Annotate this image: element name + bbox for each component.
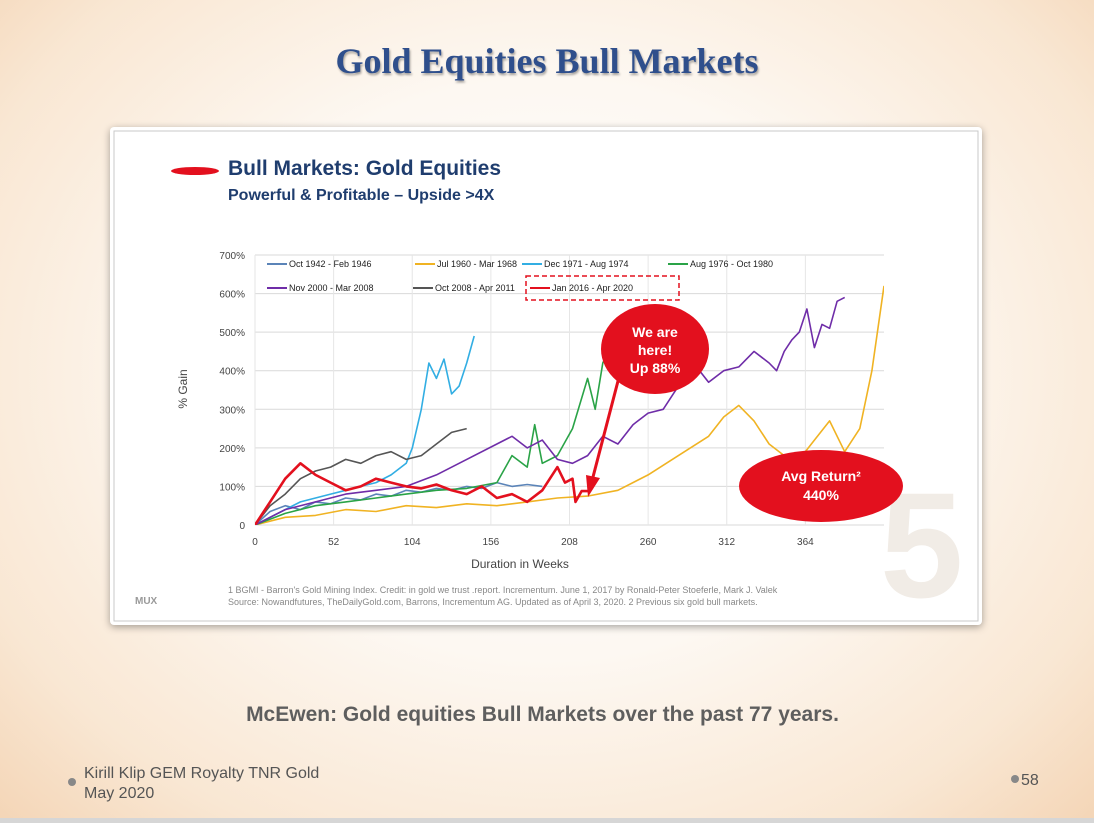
legend-entry: Nov 2000 - Mar 2008 [289, 283, 374, 293]
x-axis-label: Duration in Weeks [471, 557, 569, 571]
y-axis-ticks: 0 100% 200% 300% 400% 500% 600% 700% [219, 251, 245, 532]
series-line [255, 427, 467, 525]
legend-highlight-box [525, 275, 680, 301]
footer-author: Kirill Klip GEM Royalty TNR Gold [84, 765, 320, 782]
x-tick-label: 104 [404, 537, 421, 548]
callout-here-line-1: We are [632, 324, 678, 340]
chart-svg: 5 Bull Markets: Gold Equities Powerful &… [113, 130, 979, 625]
bottom-border [0, 818, 1094, 823]
legend-entry: Jan 2016 - Apr 2020 [552, 283, 633, 293]
callout-here-line-3: Up 88% [630, 360, 681, 376]
callout-here-line-2: here! [638, 342, 672, 358]
y-tick-label: 0 [239, 521, 245, 532]
embedded-subheading: Powerful & Profitable – Upside >4X [228, 187, 495, 204]
embedded-heading: Bull Markets: Gold Equities [228, 157, 501, 180]
callout-we-are-here [601, 304, 709, 394]
y-tick-label: 600% [219, 290, 245, 301]
callout-avg-line-1: Avg Return² [781, 468, 861, 484]
footnote-2: Source: Nowandfutures, TheDailyGold.com,… [228, 597, 758, 607]
callout-avg-line-2: 440% [803, 487, 839, 503]
y-axis-label: % Gain [176, 369, 190, 408]
callout-arrowhead [586, 475, 600, 497]
legend-entry: Oct 2008 - Apr 2011 [435, 283, 515, 293]
bullet-dot [68, 778, 76, 786]
y-tick-label: 500% [219, 328, 245, 339]
y-tick-label: 200% [219, 444, 245, 455]
footnote-1: 1 BGMI - Barron's Gold Mining Index. Cre… [228, 585, 778, 595]
series-line [255, 296, 846, 525]
x-tick-label: 260 [640, 537, 657, 548]
x-tick-label: 156 [483, 537, 500, 548]
x-tick-label: 0 [252, 537, 258, 548]
red-brush-mark [171, 167, 219, 175]
legend-entry: Jul 1960 - Mar 1968 [437, 259, 517, 269]
y-tick-label: 400% [219, 367, 245, 378]
series-line [255, 335, 475, 525]
chart-legend: Oct 1942 - Feb 1946 Jul 1960 - Mar 1968 De… [267, 259, 773, 301]
callout-avg-return [739, 450, 903, 522]
y-tick-label: 700% [219, 251, 245, 262]
x-axis-ticks: 0 52 104 156 208 260 312 364 [252, 537, 814, 548]
x-tick-label: 208 [561, 537, 578, 548]
series-line [255, 461, 588, 525]
y-tick-label: 100% [219, 482, 245, 493]
x-tick-label: 364 [797, 537, 814, 548]
y-tick-label: 300% [219, 405, 245, 416]
plot-grid [254, 254, 884, 526]
slide-title: Gold Equities Bull Markets [335, 41, 759, 81]
slide-caption: McEwen: Gold equities Bull Markets over … [246, 703, 839, 726]
legend-entry: Aug 1976 - Oct 1980 [690, 259, 773, 269]
series-line [255, 285, 884, 525]
footer-date: May 2020 [84, 785, 155, 802]
legend-entry: Dec 1971 - Aug 1974 [544, 259, 629, 269]
bullet-dot [1011, 775, 1019, 783]
legend-entry: Oct 1942 - Feb 1946 [289, 259, 372, 269]
mux-logo: MUX [135, 596, 158, 607]
x-tick-label: 312 [718, 537, 735, 548]
page-number-block: 58 [1011, 772, 1039, 790]
x-tick-label: 52 [328, 537, 340, 548]
page-number: 58 [1021, 772, 1039, 789]
embedded-chart-slide: 5 Bull Markets: Gold Equities Powerful &… [110, 127, 982, 625]
